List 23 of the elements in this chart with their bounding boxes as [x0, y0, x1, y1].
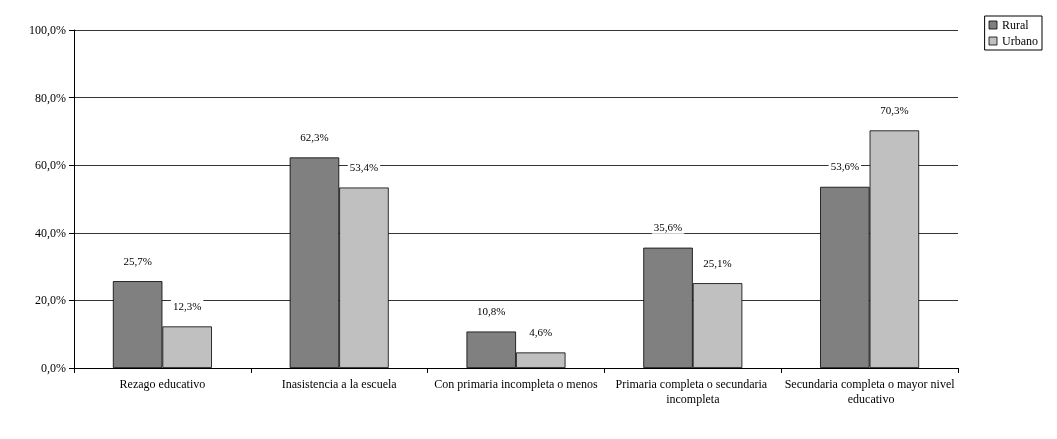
x-tick-label: Secundaria completa o mayor nivel educativo: [784, 376, 956, 406]
data-label: 4,6%: [529, 325, 553, 338]
data-label: 53,4%: [349, 161, 379, 174]
y-tick-label: 40,0%: [35, 225, 66, 240]
y-tick-label: 100,0%: [29, 23, 66, 37]
x-tick-label: Con primaria incompleta o menos: [434, 376, 598, 391]
x-tick-label: Primaria completa o secundaria incompleta: [615, 376, 771, 406]
y-tick-label: 0,0%: [41, 361, 66, 375]
x-tick-label: Inasistencia a la escuela: [281, 376, 398, 391]
data-label: 25,1%: [703, 256, 732, 269]
y-tick-label: 60,0%: [35, 158, 66, 173]
x-tick-label: Rezago educativo: [119, 376, 206, 391]
y-tick-label: 20,0%: [35, 293, 66, 308]
data-label: 12,3%: [172, 299, 202, 312]
data-label: 35,6%: [653, 221, 683, 234]
legend-label: Rural: [1002, 18, 1030, 32]
data-label: 70,3%: [880, 103, 909, 116]
y-tick-label: 80,0%: [35, 90, 66, 105]
data-label: 10,8%: [477, 305, 506, 317]
data-label: 25,7%: [123, 254, 152, 267]
legend-label: Urbano: [1002, 34, 1039, 48]
data-label: 53,6%: [830, 160, 860, 173]
data-label: 62,3%: [300, 130, 329, 143]
